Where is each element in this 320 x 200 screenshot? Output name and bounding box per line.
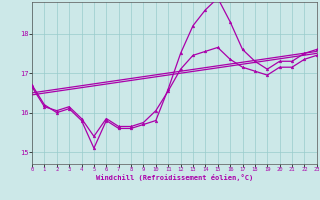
X-axis label: Windchill (Refroidissement éolien,°C): Windchill (Refroidissement éolien,°C) bbox=[96, 174, 253, 181]
